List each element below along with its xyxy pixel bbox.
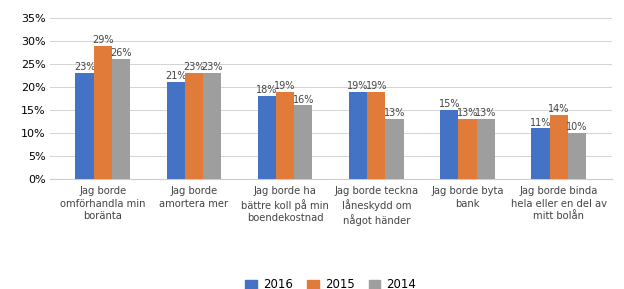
Bar [112,59,130,179]
Text: 18%: 18% [256,85,278,95]
Text: 13%: 13% [457,108,478,118]
Bar [349,92,367,179]
Bar [167,82,185,179]
Bar [477,119,495,179]
Bar [76,73,94,179]
Text: 19%: 19% [348,81,369,91]
Bar [550,115,568,179]
Bar [258,96,276,179]
Bar [367,92,386,179]
Text: 23%: 23% [74,62,95,72]
Bar [276,92,295,179]
Text: 19%: 19% [275,81,296,91]
Text: 11%: 11% [530,118,551,127]
Text: 15%: 15% [439,99,460,109]
Text: 16%: 16% [293,95,314,105]
Bar [531,129,550,179]
Text: 14%: 14% [548,104,569,114]
Bar [459,119,477,179]
Bar [203,73,222,179]
Text: 13%: 13% [384,108,405,118]
Text: 23%: 23% [202,62,223,72]
Bar [185,73,203,179]
Text: 21%: 21% [165,71,187,81]
Text: 23%: 23% [183,62,205,72]
Bar [295,105,313,179]
Bar [94,46,112,179]
Text: 26%: 26% [110,49,132,58]
Bar [568,133,586,179]
Text: 13%: 13% [475,108,497,118]
Legend: 2016, 2015, 2014: 2016, 2015, 2014 [240,274,421,289]
Text: 29%: 29% [92,35,114,45]
Text: 19%: 19% [366,81,387,91]
Bar [386,119,404,179]
Bar [440,110,459,179]
Text: 10%: 10% [566,122,588,132]
